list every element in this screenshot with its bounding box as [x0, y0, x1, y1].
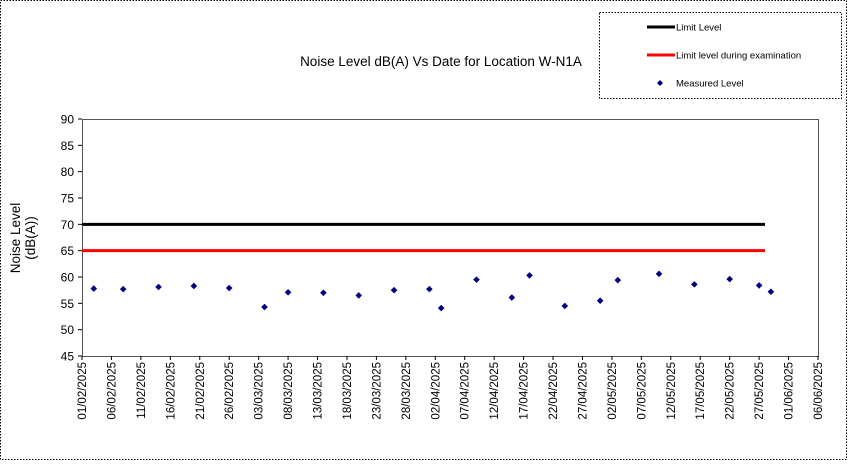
data-point: [355, 292, 363, 299]
legend: Limit Level Limit level during examinatio…: [599, 12, 842, 99]
y-axis-label-unit: (dB(A)): [23, 216, 38, 260]
data-point: [155, 283, 162, 291]
y-tick-label: 65: [61, 244, 75, 258]
y-tick-label: 45: [61, 350, 75, 364]
legend-label: Limit level during examination: [676, 51, 801, 62]
data-point: [755, 282, 763, 289]
x-tick-label: 06/02/2025: [106, 362, 118, 420]
x-tick-label: 08/03/2025: [283, 362, 295, 420]
x-axis: 01/02/2025 06/02/2025 11/02/2025 16/02/2025…: [77, 356, 825, 420]
x-tick-label: 16/02/2025: [165, 362, 177, 420]
x-tick-label: 03/03/2025: [254, 362, 266, 420]
data-point: [614, 276, 622, 284]
data-point: [767, 288, 775, 296]
data-point: [655, 270, 663, 278]
data-point: [320, 289, 327, 297]
chart-title: Noise Level dB(A) Vs Date for Location W…: [300, 54, 582, 69]
data-point: [726, 275, 733, 283]
x-tick-label: 22/04/2025: [548, 362, 560, 420]
x-tick-label: 21/02/2025: [195, 362, 207, 420]
x-tick-label: 01/02/2025: [77, 362, 89, 420]
legend-box: [599, 12, 842, 99]
data-point: [561, 302, 569, 310]
data-point: [426, 285, 433, 293]
y-axis: 45 50 55 60 65 70 75 80 85 90: [61, 113, 82, 364]
data-point: [437, 304, 445, 312]
x-tick-label: 18/03/2025: [342, 362, 354, 420]
y-tick-label: 85: [61, 139, 75, 153]
data-point: [596, 297, 604, 304]
series-layer: [82, 222, 775, 312]
y-tick-label: 70: [61, 218, 75, 232]
x-tick-label: 17/05/2025: [695, 362, 707, 420]
data-point: [473, 276, 480, 283]
x-tick-label: 07/04/2025: [460, 362, 472, 420]
y-tick-label: 60: [61, 271, 75, 285]
data-point: [390, 286, 398, 294]
x-tick-label: 12/04/2025: [489, 362, 501, 420]
y-axis-label: Noise Level: [8, 203, 23, 274]
legend-label: Measured Level: [676, 79, 744, 90]
chart-border: [0, 0, 847, 460]
x-tick-label: 01/06/2025: [784, 362, 796, 420]
y-tick-label: 90: [61, 113, 75, 127]
x-tick-label: 23/03/2025: [371, 362, 383, 420]
y-tick-label: 80: [61, 165, 75, 179]
x-tick-label: 13/03/2025: [313, 362, 325, 420]
x-tick-label: 12/05/2025: [666, 362, 678, 420]
data-point: [225, 284, 233, 292]
y-tick-label: 55: [61, 297, 75, 311]
x-tick-label: 11/02/2025: [136, 362, 148, 419]
data-point: [261, 303, 268, 311]
data-point: [119, 285, 127, 293]
data-point: [90, 285, 98, 292]
data-point: [190, 282, 198, 290]
plot-area: [82, 119, 819, 357]
x-tick-label: 22/05/2025: [725, 362, 737, 420]
x-tick-label: 07/05/2025: [636, 362, 648, 420]
x-tick-label: 02/05/2025: [607, 362, 619, 420]
x-tick-label: 27/05/2025: [754, 362, 766, 420]
legend-label: Limit Level: [676, 23, 721, 34]
x-tick-label: 28/03/2025: [401, 362, 413, 420]
data-point: [526, 272, 533, 279]
x-tick-label: 02/04/2025: [430, 362, 442, 420]
y-tick-label: 75: [61, 192, 75, 206]
data-point: [508, 294, 516, 301]
x-tick-label: 06/06/2025: [813, 362, 825, 420]
data-point: [691, 281, 698, 288]
legend-marker: [657, 80, 663, 86]
x-tick-label: 27/04/2025: [577, 362, 589, 420]
x-tick-label: 26/02/2025: [224, 362, 236, 420]
data-point: [284, 288, 292, 296]
x-tick-label: 17/04/2025: [519, 362, 531, 420]
y-tick-label: 50: [61, 323, 75, 337]
